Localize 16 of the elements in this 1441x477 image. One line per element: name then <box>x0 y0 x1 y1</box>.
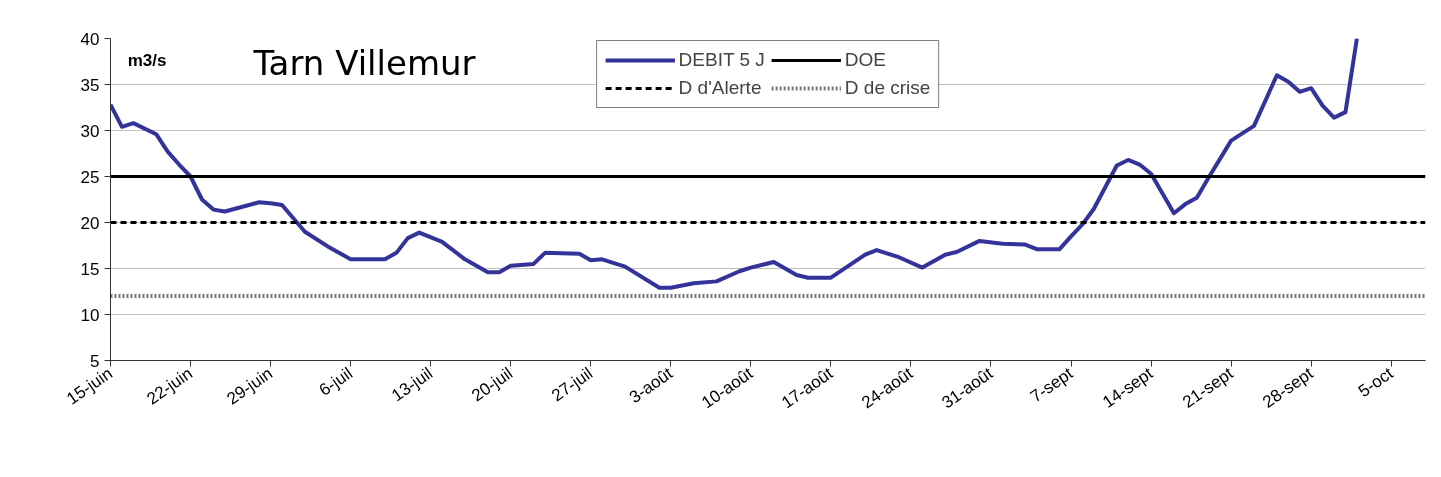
y-tick-label: 5 <box>90 351 100 371</box>
y-axis-title: m3/s <box>127 50 167 70</box>
y-tick-label: 10 <box>80 305 100 325</box>
legend-label: DOE <box>844 49 887 71</box>
chart-title: Tarn Villemur <box>252 42 476 83</box>
y-tick-label: 15 <box>80 259 100 279</box>
y-tick-label: 40 <box>80 29 100 49</box>
x-tick-label: 6-juil <box>315 363 357 400</box>
y-tick-label: 30 <box>80 121 100 141</box>
line-series <box>110 38 1359 290</box>
y-tick-label: 35 <box>80 75 100 95</box>
legend-label: DEBIT 5 J <box>678 49 765 71</box>
y-tick-label: 25 <box>80 167 100 187</box>
y-tick-label: 20 <box>80 213 100 233</box>
legend-label: D d'Alerte <box>678 77 762 99</box>
legend-label: D de crise <box>844 77 931 99</box>
